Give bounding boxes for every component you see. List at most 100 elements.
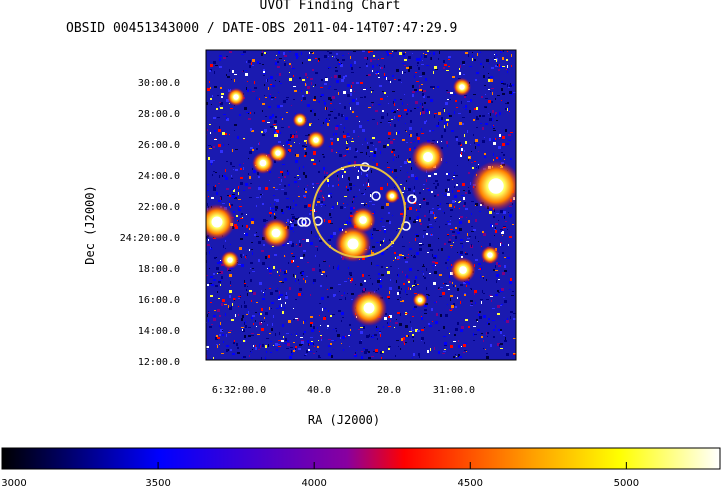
noise-pixel [482,140,485,143]
noise-pixel [229,89,230,90]
noise-pixel [217,262,220,264]
noise-pixel [265,116,267,117]
noise-pixel [421,84,423,85]
noise-pixel [424,277,426,279]
noise-pixel [411,174,414,177]
noise-pixel [240,168,242,170]
x-tick-label: 40.0 [307,385,331,396]
noise-pixel [306,239,309,242]
noise-pixel [232,353,235,355]
noise-pixel [336,330,337,332]
noise-pixel [217,309,220,312]
noise-pixel [233,342,235,344]
noise-pixel [463,205,465,207]
noise-pixel [304,197,306,198]
noise-pixel [277,61,279,63]
noise-pixel [405,313,408,314]
noise-pixel [457,232,460,234]
noise-pixel [375,349,378,352]
noise-pixel [271,308,272,309]
noise-pixel [243,340,245,342]
noise-pixel [347,293,348,294]
noise-pixel [253,323,254,325]
noise-pixel [274,203,275,205]
noise-pixel [378,59,379,60]
noise-pixel [372,204,375,205]
noise-pixel [365,138,366,141]
noise-pixel [481,336,483,338]
noise-pixel [206,346,209,348]
noise-pixel [449,309,450,311]
noise-pixel [255,312,257,313]
noise-pixel [271,208,274,209]
noise-pixel [444,243,446,245]
noise-pixel [291,334,292,335]
noise-pixel [338,151,340,152]
noise-pixel [503,297,505,298]
noise-pixel [421,316,422,317]
noise-pixel [429,325,432,327]
noise-pixel [370,87,371,88]
noise-pixel [420,112,421,115]
noise-pixel [323,167,325,170]
noise-pixel [333,266,334,269]
noise-pixel [384,76,387,78]
noise-pixel [301,275,303,276]
noise-pixel [386,267,388,268]
noise-pixel [513,313,516,314]
noise-pixel [290,134,292,137]
noise-pixel [243,70,244,72]
noise-pixel [421,55,422,58]
noise-pixel [482,290,483,293]
noise-pixel [214,310,216,311]
noise-pixel [298,293,301,296]
noise-pixel [450,220,451,221]
noise-pixel [276,308,279,309]
noise-pixel [211,104,212,105]
noise-pixel [349,222,351,224]
noise-pixel [473,340,475,341]
noise-pixel [239,247,242,250]
noise-pixel [274,134,277,137]
noise-pixel [461,326,464,329]
noise-pixel [321,125,322,126]
noise-pixel [425,54,427,55]
noise-pixel [505,221,507,222]
noise-pixel [458,340,459,342]
noise-pixel [332,56,333,57]
noise-pixel [219,106,220,108]
noise-pixel [299,167,300,170]
noise-pixel [324,171,325,174]
noise-pixel [449,275,450,278]
noise-pixel [409,148,411,151]
noise-pixel [299,143,300,144]
noise-pixel [424,121,426,124]
noise-pixel [341,312,344,315]
noise-pixel [324,176,327,179]
noise-pixel [243,356,246,358]
noise-pixel [284,278,287,281]
noise-pixel [401,116,402,118]
noise-pixel [449,115,452,117]
sky-noise [206,50,516,360]
noise-pixel [297,175,299,176]
noise-pixel [503,335,505,336]
noise-pixel [347,204,348,205]
noise-pixel [481,96,483,98]
noise-pixel [278,296,280,299]
noise-pixel [250,128,252,131]
noise-pixel [253,170,256,173]
noise-pixel [239,206,242,207]
noise-pixel [308,343,309,346]
noise-pixel [293,99,295,100]
noise-pixel [369,156,370,157]
noise-pixel [406,142,408,143]
noise-pixel [319,191,320,193]
noise-pixel [273,124,276,125]
noise-pixel [406,275,408,278]
noise-pixel [284,176,286,178]
noise-pixel [507,102,509,104]
noise-pixel [478,166,479,169]
noise-pixel [274,126,277,127]
